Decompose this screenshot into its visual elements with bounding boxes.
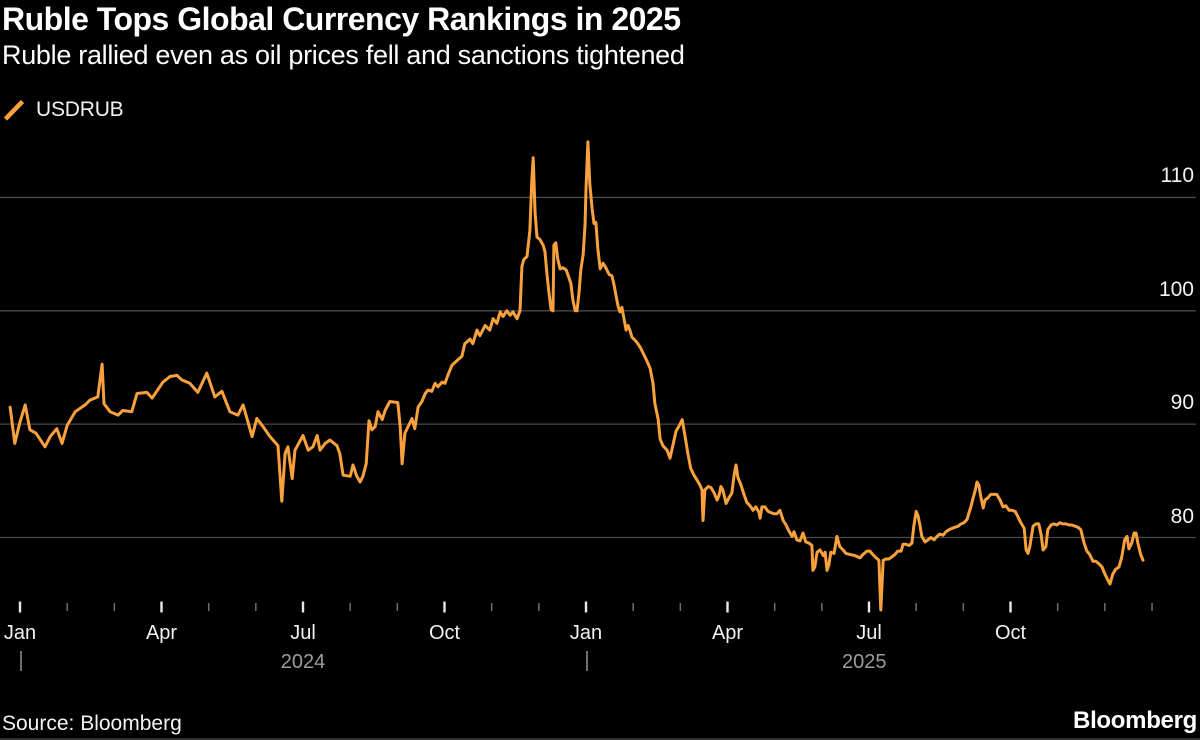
y-axis-label: 90 — [1170, 391, 1194, 415]
x-axis-label: Apr — [145, 622, 178, 644]
x-axis-label: Jul — [856, 622, 882, 644]
x-axis-label: Jan — [3, 622, 37, 644]
gridlines — [0, 196, 1196, 539]
page-title: Ruble Tops Global Currency Rankings in 2… — [2, 1, 681, 37]
x-axis-ticks — [18, 601, 1153, 613]
x-axis-label: Apr — [711, 622, 744, 644]
usdrub-line — [8, 140, 1145, 612]
source-credit: Source: Bloomberg — [2, 712, 182, 735]
bloomberg-logo: Bloomberg — [1073, 707, 1197, 734]
year-label: 2025 — [842, 651, 887, 673]
y-axis-label: 80 — [1170, 504, 1194, 528]
chart-subtitle: Ruble rallied even as oil prices fell an… — [2, 40, 685, 70]
y-axis-label: 110 — [1160, 164, 1194, 188]
x-axis-label: Oct — [994, 622, 1027, 644]
legend-line-icon — [3, 99, 25, 121]
year-start-ticks — [20, 651, 588, 671]
window-bottom-edge — [0, 738, 1200, 740]
legend: USDRUB — [3, 97, 124, 123]
legend-label: USDRUB — [36, 98, 124, 121]
x-axis-label: Jan — [569, 622, 603, 644]
x-axis-label: Oct — [428, 622, 461, 644]
x-axis-label: Jul — [290, 622, 316, 644]
y-axis-label: 100 — [1158, 277, 1194, 301]
year-label: 2024 — [280, 651, 326, 673]
